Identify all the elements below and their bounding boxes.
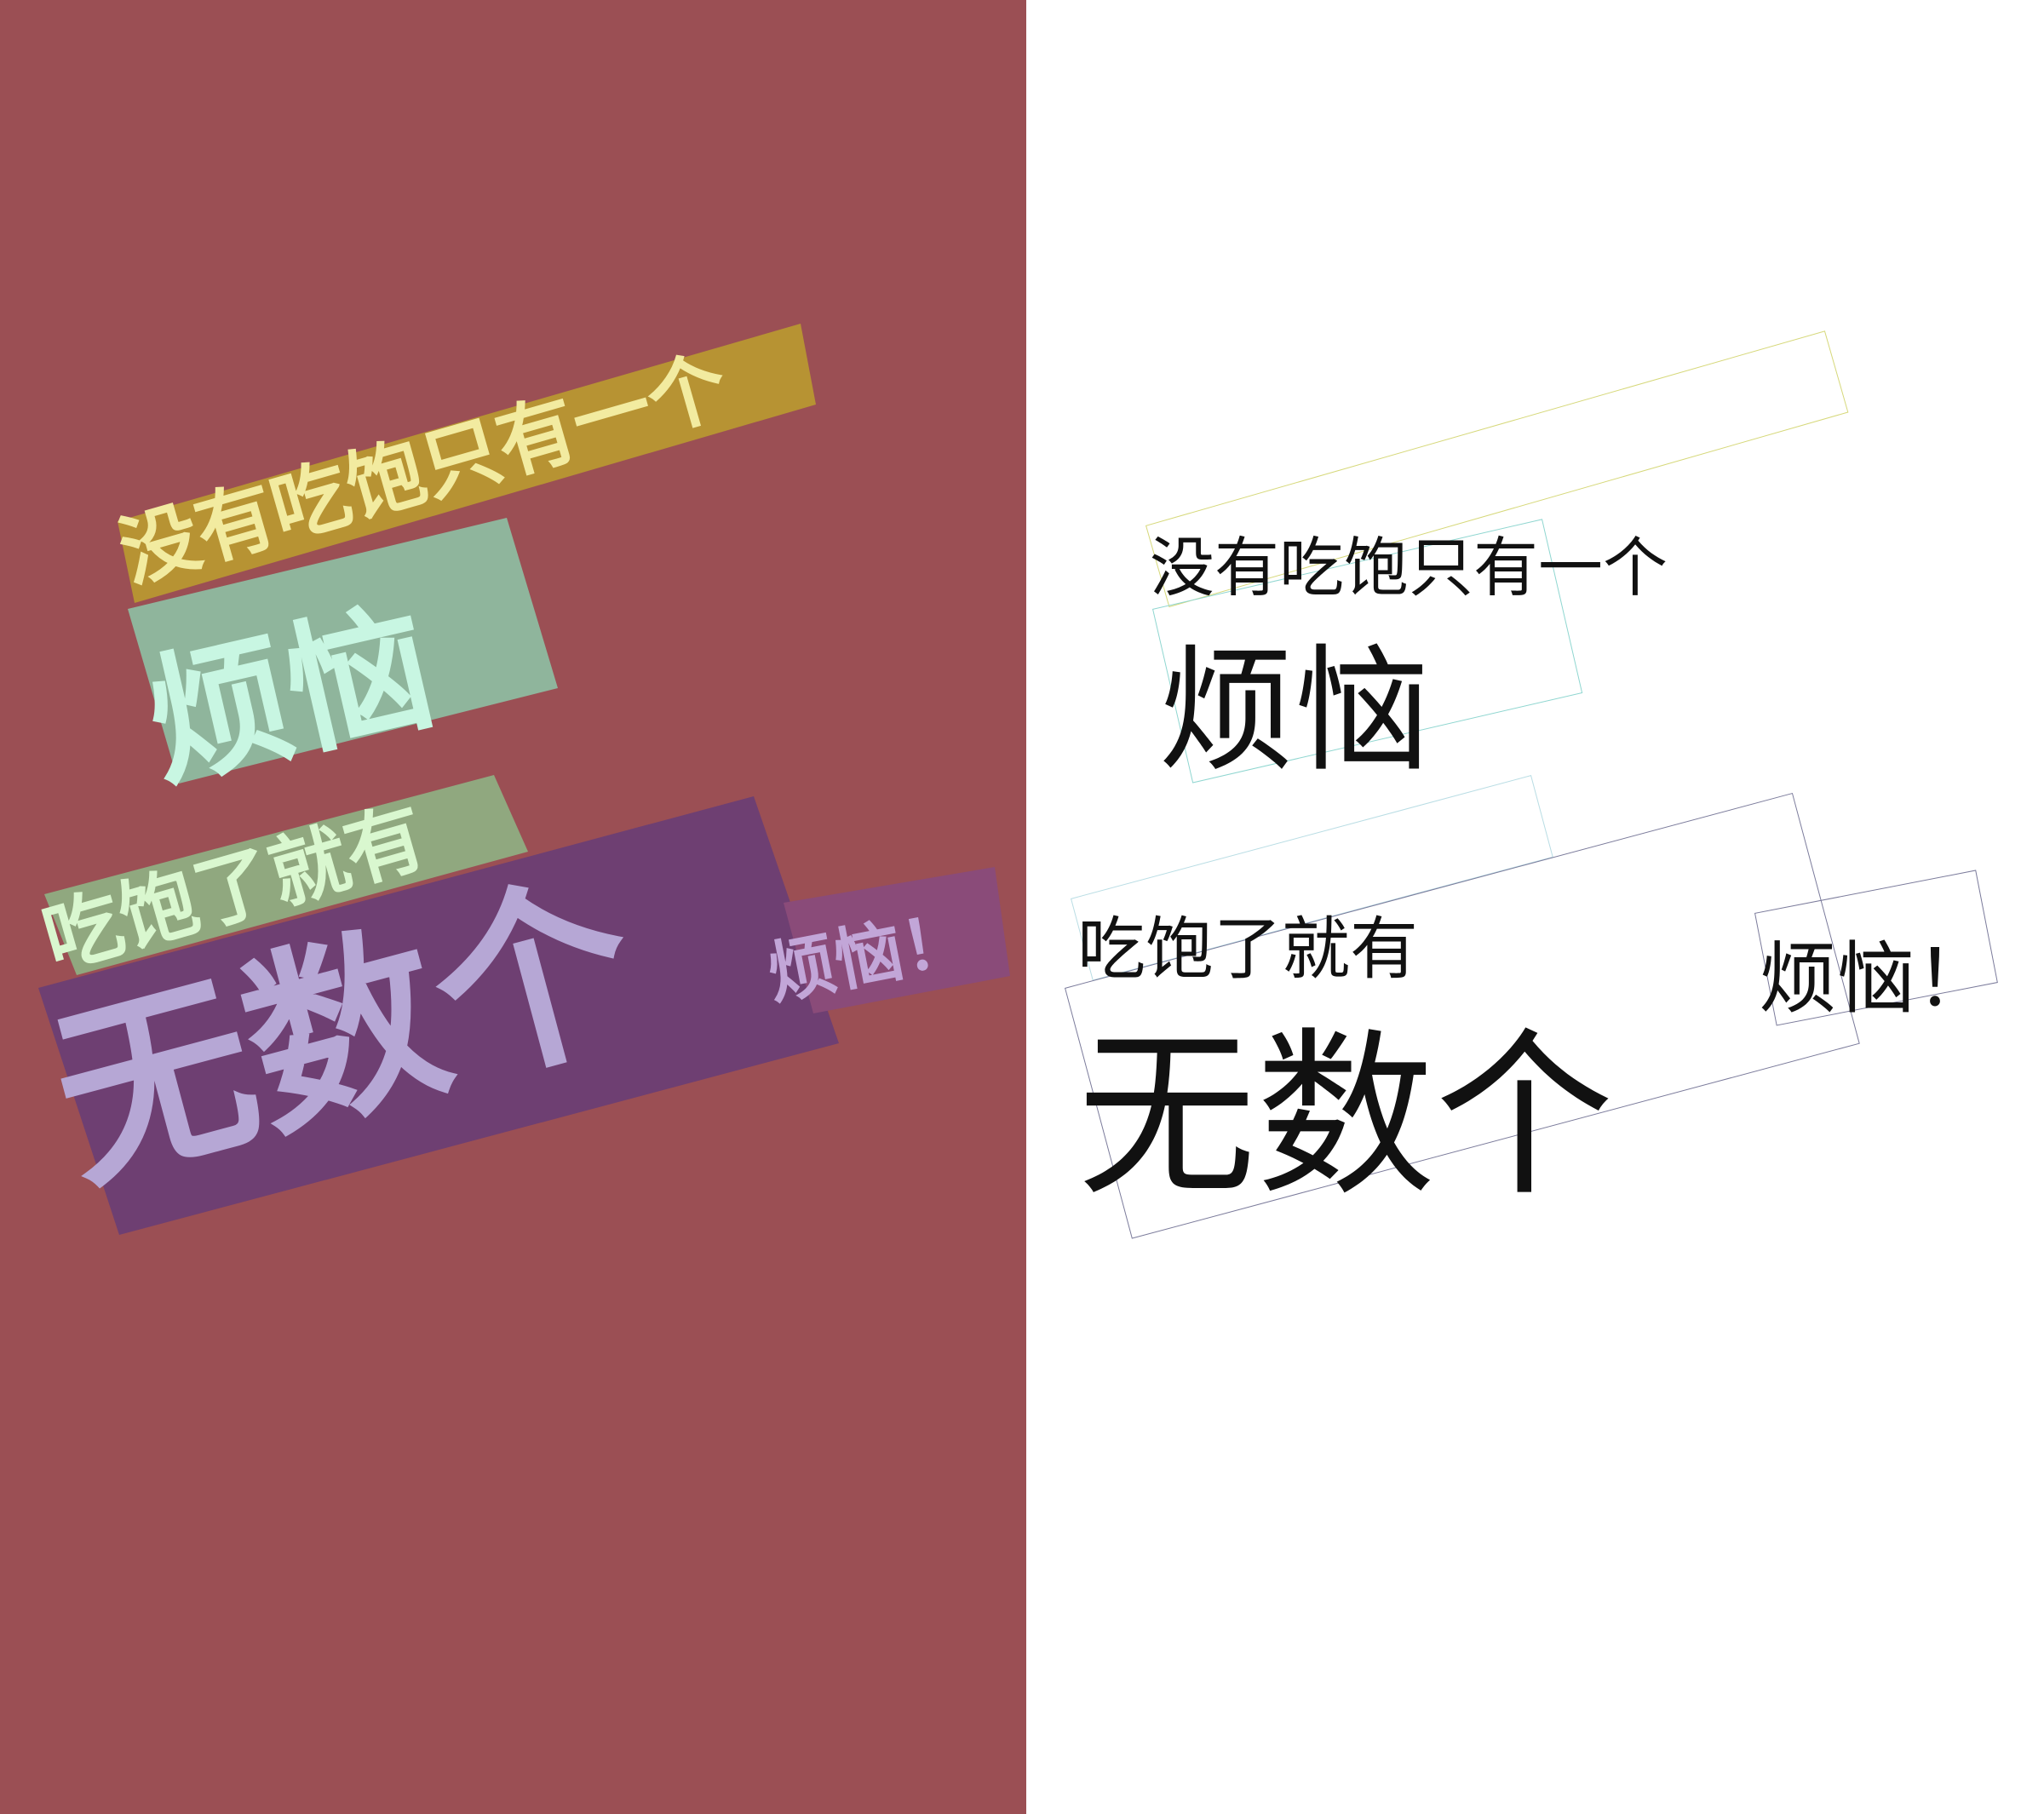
transcription-line-3: 吃饱了就有 <box>1077 910 1418 989</box>
transcription-line-2: 烦恼 <box>1158 631 1432 790</box>
poster-image: 没有吃饱只有一个 烦恼 吃饱了就有 无数个 烦恼！ <box>0 0 1026 1814</box>
line2-highlight-band <box>128 518 558 784</box>
transcription-panel: 没有吃饱只有一个 烦恼 吃饱了就有 无数个 烦恼！ <box>1026 0 2044 1814</box>
line4-highlight-band <box>38 796 839 1235</box>
transcription-line-5: 烦恼！ <box>1759 933 1995 1025</box>
poster-artwork <box>0 0 1026 1814</box>
transcription-line-4: 无数个 <box>1077 1012 1615 1220</box>
transcription-line-1: 没有吃饱只有一个 <box>1150 530 1668 606</box>
line3-highlight-band <box>44 775 528 975</box>
line1-highlight-band <box>118 324 816 603</box>
line5-highlight-band <box>784 867 1010 1013</box>
